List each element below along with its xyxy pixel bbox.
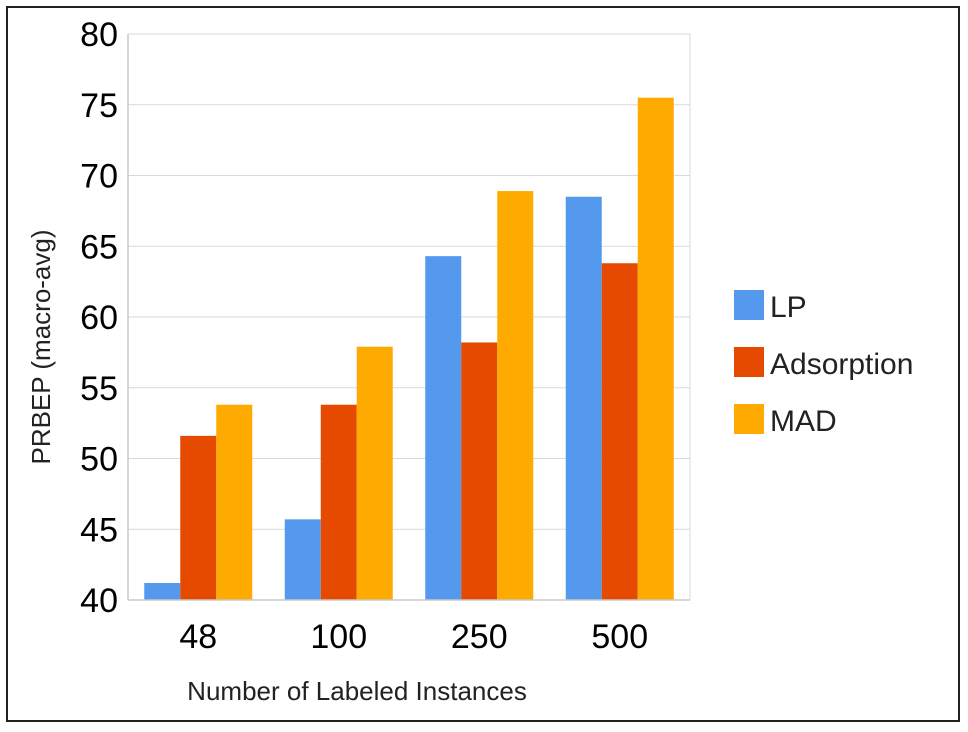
x-tick-label: 100 <box>310 618 367 656</box>
y-tick-label: 80 <box>80 16 118 54</box>
bar-adsorption-100 <box>320 404 357 600</box>
bars <box>144 97 674 601</box>
bar-lp-48 <box>144 583 181 600</box>
bar-mad-48 <box>216 404 253 600</box>
x-axis-title: Number of Labeled Instances <box>187 676 527 706</box>
y-axis-title: PRBEP (macro-avg) <box>26 229 56 464</box>
x-tick-label: 500 <box>591 618 648 656</box>
x-tick-label: 250 <box>451 618 508 656</box>
bar-lp-250 <box>425 256 462 600</box>
legend-label-lp: LP <box>770 291 807 324</box>
x-tick-label: 48 <box>179 618 217 656</box>
legend-swatch-lp <box>734 290 764 320</box>
legend-swatch-mad <box>734 404 764 434</box>
bar-adsorption-500 <box>601 263 638 600</box>
y-tick-label: 45 <box>80 511 118 549</box>
bar-mad-100 <box>356 346 393 600</box>
y-tick-label: 70 <box>80 158 118 196</box>
y-tick-label: 65 <box>80 228 118 266</box>
y-tick-labels: 40 45 50 55 60 65 70 75 80 <box>80 16 118 620</box>
bar-mad-250 <box>497 191 534 600</box>
y-tick-label: 55 <box>80 370 118 408</box>
legend-label-adsorption: Adsorption <box>770 348 913 381</box>
bar-adsorption-250 <box>461 342 498 600</box>
y-tick-label: 50 <box>80 441 118 479</box>
legend: LP Adsorption MAD <box>734 290 913 438</box>
bar-adsorption-48 <box>180 435 217 600</box>
bar-lp-500 <box>565 196 602 600</box>
y-tick-label: 40 <box>80 582 118 620</box>
legend-swatch-adsorption <box>734 347 764 377</box>
y-tick-label: 60 <box>80 299 118 337</box>
legend-label-mad: MAD <box>770 405 837 438</box>
y-tick-label: 75 <box>80 87 118 125</box>
bar-mad-500 <box>637 97 674 601</box>
bar-lp-100 <box>284 519 321 600</box>
axes <box>127 34 691 601</box>
x-tick-labels: 48 100 250 500 <box>179 618 648 656</box>
